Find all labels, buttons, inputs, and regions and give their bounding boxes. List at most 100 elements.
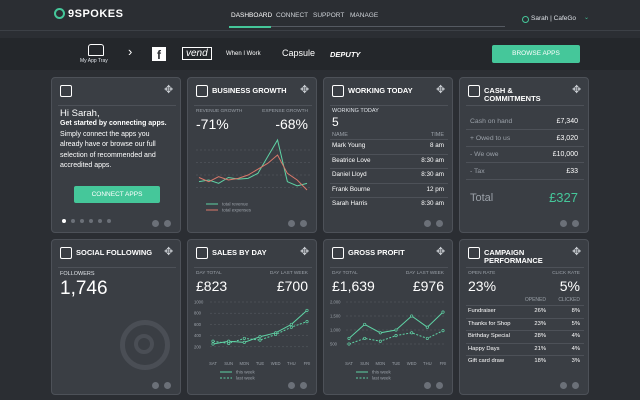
app-logo[interactable]: Capsule xyxy=(282,48,316,58)
connect-apps-button[interactable]: CONNECT APPS xyxy=(74,186,160,203)
point xyxy=(289,325,293,329)
carousel-dot[interactable] xyxy=(89,219,93,223)
info-icon[interactable] xyxy=(560,220,567,227)
x-tick-label: MON xyxy=(375,361,385,366)
x-tick-label: FRI xyxy=(304,361,311,366)
info-icon[interactable] xyxy=(560,382,567,389)
app-logo[interactable]: DEPUTY xyxy=(330,50,361,59)
col-clicked: CLICKED xyxy=(558,297,580,303)
carousel-dot[interactable] xyxy=(80,219,84,223)
move-icon[interactable]: ✥ xyxy=(436,246,446,258)
total-amount: £327 xyxy=(549,190,578,205)
card-divider xyxy=(58,105,176,106)
move-icon[interactable]: ✥ xyxy=(572,84,582,96)
cash-label: - Tax xyxy=(470,167,485,175)
stat-value: £823 xyxy=(196,278,228,294)
line-chart: 500 1,000 1,500 2,000 SAT SUN MON TUE WED THU FRI t… xyxy=(330,300,446,381)
point xyxy=(242,336,246,340)
move-icon[interactable]: ✥ xyxy=(436,84,446,96)
remove-icon[interactable] xyxy=(300,382,307,389)
label: WORKING TODAY xyxy=(332,108,379,114)
line-chart: 200 400 600 800 1000 SAT SUN MON TUE WED THU FRI thi… xyxy=(194,300,311,381)
employee-name: Sarah Harris xyxy=(332,200,368,207)
cash-amount: £10,000 xyxy=(552,151,578,158)
point xyxy=(425,325,429,329)
info-icon[interactable] xyxy=(152,382,159,389)
remove-icon[interactable] xyxy=(436,220,443,227)
point xyxy=(258,338,262,342)
remove-icon[interactable] xyxy=(300,220,307,227)
app-logo[interactable]: f xyxy=(152,47,166,62)
target-watermark-inner xyxy=(134,334,154,354)
carousel-dot[interactable] xyxy=(98,219,102,223)
cash-label: Cash on hand xyxy=(470,118,513,125)
remove-icon[interactable] xyxy=(164,220,171,227)
move-icon[interactable]: ✥ xyxy=(572,246,582,258)
point xyxy=(441,329,445,333)
info-icon[interactable] xyxy=(288,220,295,227)
shift-time: 8:30 am xyxy=(421,156,444,164)
x-tick-label: SAT xyxy=(345,361,353,366)
followers: 1,746 xyxy=(60,278,108,299)
nav-link[interactable]: MANAGE xyxy=(350,12,379,19)
app-logo[interactable]: When I Work xyxy=(226,51,261,57)
opened: 23% xyxy=(534,320,546,327)
row-divider xyxy=(330,168,448,169)
remove-icon[interactable] xyxy=(572,382,579,389)
nav-link[interactable]: SUPPORT xyxy=(313,12,345,19)
carousel-dot[interactable] xyxy=(107,219,111,223)
shift-time: 12 pm xyxy=(426,185,444,193)
card-title: SOCIAL FOLLOWING xyxy=(76,248,153,257)
info-icon[interactable] xyxy=(152,220,159,227)
cash-amount: £7,340 xyxy=(556,118,578,125)
info-icon[interactable] xyxy=(424,382,431,389)
remove-icon[interactable] xyxy=(572,220,579,227)
point xyxy=(394,328,398,332)
point xyxy=(394,334,398,338)
series-line xyxy=(348,330,444,345)
nav-link[interactable]: DASHBOARD xyxy=(231,12,273,19)
nav-link[interactable]: CONNECT xyxy=(276,12,309,19)
point xyxy=(289,322,293,326)
browse-apps-button[interactable]: BROWSE APPS xyxy=(492,45,580,63)
card-icon xyxy=(332,247,344,259)
tray-label[interactable]: My App Tray xyxy=(80,58,108,64)
user-menu[interactable]: Sarah | CafeGo xyxy=(531,15,577,22)
opened: 26% xyxy=(534,308,546,314)
remove-icon[interactable] xyxy=(164,382,171,389)
clicked: 4% xyxy=(571,345,580,352)
y-tick-label: 600 xyxy=(194,322,202,327)
cash-label: + Owed to us xyxy=(470,134,511,142)
campaign-name: Fundraiser xyxy=(468,308,496,314)
carousel-dot[interactable] xyxy=(62,219,66,223)
greeting: Hi Sarah, xyxy=(60,108,100,119)
y-tick-label: 500 xyxy=(330,342,338,347)
tray-icon xyxy=(88,44,104,56)
user-caret: ⌄ xyxy=(584,15,590,21)
carousel-dot[interactable] xyxy=(71,219,75,223)
legend-label: total revenue xyxy=(222,202,249,207)
move-icon[interactable]: ✥ xyxy=(164,84,174,96)
info-icon[interactable] xyxy=(288,382,295,389)
app-logo[interactable]: vend xyxy=(182,47,212,60)
x-tick-label: SUN xyxy=(224,361,233,366)
row-divider xyxy=(466,317,584,319)
card-title: SALES BY DAY xyxy=(212,248,267,257)
x-tick-label: SAT xyxy=(209,361,217,366)
move-icon[interactable]: ✥ xyxy=(300,246,310,258)
shift-time: 8 am xyxy=(430,142,444,149)
info-icon[interactable] xyxy=(424,220,431,227)
point xyxy=(441,310,445,314)
point xyxy=(410,314,414,318)
stat-label: DAY TOTAL xyxy=(332,271,358,276)
card-icon xyxy=(468,247,480,259)
remove-icon[interactable] xyxy=(436,382,443,389)
point xyxy=(363,322,367,326)
nav-underline xyxy=(229,26,505,27)
cash-amount: £33 xyxy=(566,167,578,175)
row-divider xyxy=(466,129,584,130)
move-icon[interactable]: ✥ xyxy=(300,84,310,96)
stat-label: DAY LAST WEEK xyxy=(405,271,444,276)
move-icon[interactable]: ✥ xyxy=(164,246,174,258)
employee-name: Mark Young xyxy=(332,142,366,149)
